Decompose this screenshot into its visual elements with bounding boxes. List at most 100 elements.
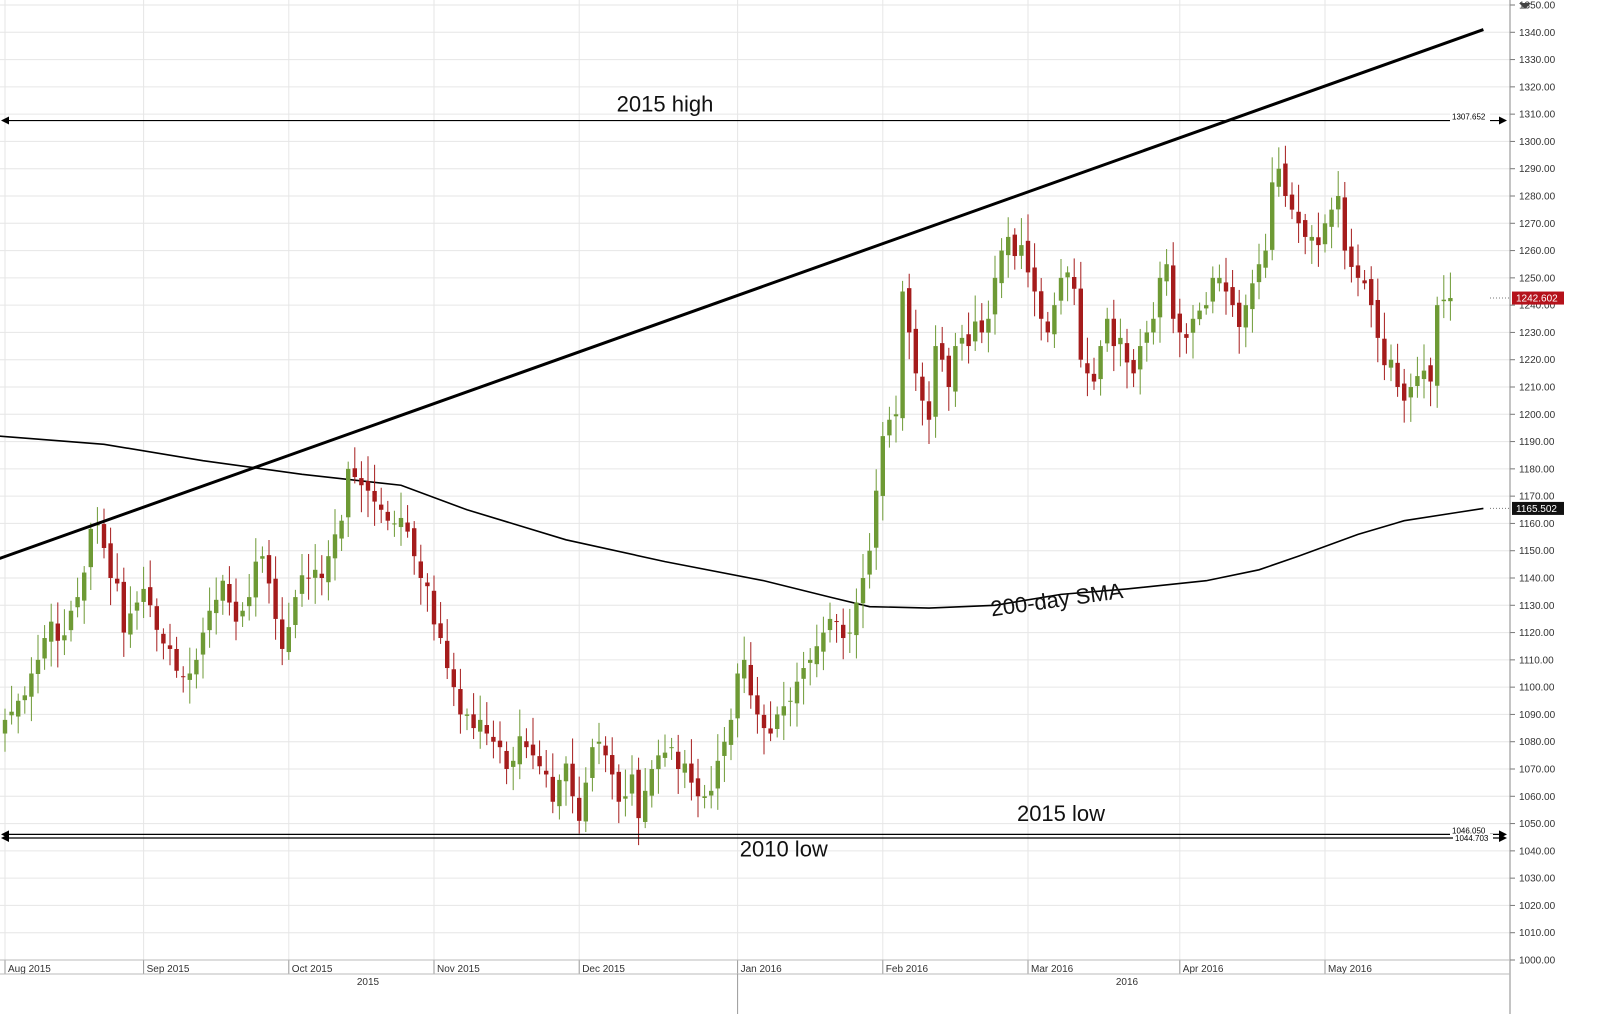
candle-body	[491, 736, 496, 742]
y-tick-label: 1270.00	[1519, 219, 1556, 230]
candle-body	[359, 478, 364, 486]
candle-body	[1072, 277, 1077, 289]
candle-body	[1448, 298, 1453, 302]
y-tick-label: 1320.00	[1519, 82, 1556, 93]
candle-body	[233, 601, 239, 622]
candle-body	[42, 638, 47, 659]
candle-body	[1098, 346, 1103, 380]
candle-body	[1124, 343, 1130, 363]
candle-body	[900, 291, 905, 419]
candle-body	[471, 714, 476, 729]
candle-body	[266, 555, 272, 584]
candle-body	[590, 747, 595, 778]
hline-tag-bg	[1453, 834, 1493, 844]
candle-body	[1138, 346, 1143, 370]
candle-body	[1065, 272, 1070, 278]
candle-body	[1039, 291, 1044, 319]
candle-body	[365, 481, 371, 491]
candle-body	[1230, 287, 1235, 306]
y-tick-label: 1140.00	[1519, 574, 1555, 585]
candle-body	[940, 343, 945, 360]
candle-body	[326, 556, 331, 583]
candle-body	[55, 623, 60, 641]
candle-body	[887, 419, 892, 436]
candle-body	[1171, 265, 1176, 319]
candle-body	[643, 790, 648, 822]
x-tick-label: Mar 2016	[1031, 964, 1074, 975]
candle-body	[346, 468, 351, 518]
candle-body	[49, 621, 54, 642]
candle-body	[880, 436, 885, 496]
candle-body	[979, 320, 984, 333]
candle-body	[841, 624, 846, 639]
candle-body	[1237, 302, 1242, 327]
y-tick-label: 1180.00	[1519, 464, 1555, 475]
candle-body	[669, 747, 674, 749]
candle-body	[1270, 182, 1275, 250]
candle-body	[563, 763, 569, 782]
candle-body	[398, 517, 404, 528]
arrow-left-icon	[1, 834, 9, 843]
candle-body	[735, 673, 740, 719]
candle-body	[1435, 305, 1440, 386]
y-tick-label: 1020.00	[1519, 901, 1556, 912]
y-tick-label: 1190.00	[1519, 437, 1555, 448]
price-tag-box	[1512, 501, 1564, 515]
candle-body	[319, 573, 324, 578]
candle-body	[689, 763, 694, 783]
y-tick-label: 1100.00	[1519, 683, 1555, 694]
candle-body	[1078, 288, 1083, 360]
candle-body	[1402, 383, 1407, 401]
candle-body	[306, 577, 311, 579]
candle-body	[1316, 237, 1321, 246]
candle-body	[1322, 223, 1328, 245]
candle-body	[986, 318, 991, 333]
candle-body	[478, 719, 483, 732]
candle-body	[128, 613, 133, 635]
y-tick-label: 1260.00	[1519, 246, 1556, 257]
candle-body	[101, 524, 107, 548]
candle-body	[662, 752, 668, 758]
y-tick-label: 1010.00	[1519, 928, 1556, 939]
candle-body	[1105, 318, 1110, 344]
candle-body	[1283, 163, 1288, 196]
candle-body	[167, 645, 173, 649]
candle-body	[748, 664, 753, 696]
candle-body	[29, 673, 34, 697]
candle-body	[1052, 305, 1057, 335]
candle-body	[458, 689, 463, 715]
candle-body	[814, 646, 819, 665]
candle-body	[1032, 267, 1037, 292]
candle-body	[1276, 168, 1281, 187]
candle-body	[1223, 282, 1229, 292]
annotation-label: 2015 low	[1017, 801, 1105, 826]
candle-body	[379, 504, 384, 510]
candle-body	[1131, 360, 1136, 374]
hline-tag: 1046.050	[1452, 826, 1486, 835]
candle-body	[959, 337, 965, 344]
candle-body	[1369, 279, 1374, 306]
y-tick-label: 1030.00	[1519, 874, 1556, 885]
candle-body	[583, 782, 588, 822]
sma-layer	[0, 435, 1484, 609]
arrow-right-icon	[1499, 116, 1507, 125]
candle-body	[392, 523, 397, 525]
candle-body	[920, 376, 925, 401]
candle-body	[1164, 264, 1169, 282]
candle-body	[827, 618, 833, 631]
tag-layer: 1242.602 1165.502	[1490, 291, 1564, 515]
candle-body	[1012, 234, 1017, 257]
candle-body	[2, 719, 8, 734]
candle-body	[1395, 362, 1400, 387]
candle-body	[200, 632, 206, 655]
candle-body	[1204, 305, 1209, 309]
candle-body	[22, 695, 27, 701]
y-tick-label: 1150.00	[1519, 546, 1555, 557]
candle-body	[35, 659, 41, 675]
candle-body	[299, 575, 305, 594]
candle-body	[893, 414, 899, 417]
candle-body	[134, 602, 140, 611]
candle-body	[108, 543, 113, 578]
